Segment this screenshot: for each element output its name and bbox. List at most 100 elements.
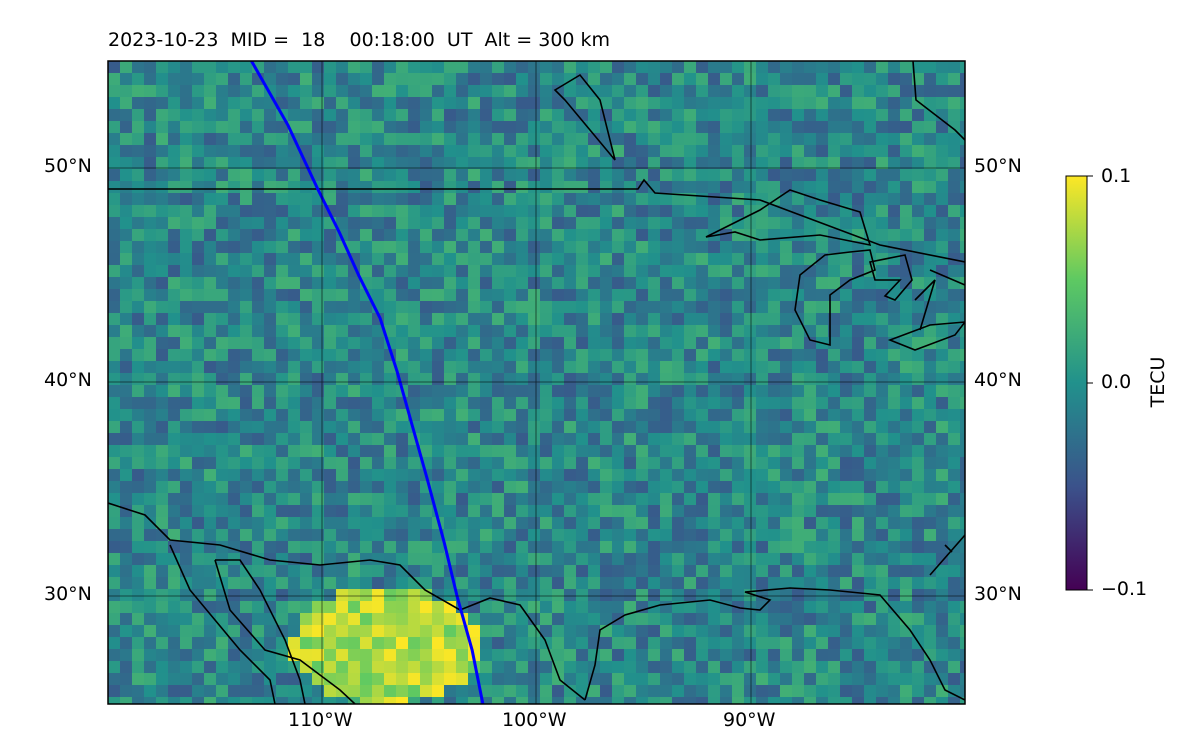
heatmap-cell (744, 553, 756, 565)
heatmap-cell (852, 313, 864, 325)
heatmap-cell (312, 73, 324, 85)
heatmap-cell (672, 469, 684, 481)
heatmap-cell (660, 337, 672, 349)
heatmap-cell (348, 613, 360, 625)
heatmap-cell (516, 109, 528, 121)
heatmap-cell (456, 301, 468, 313)
heatmap-cell (900, 649, 912, 661)
heatmap-cell (492, 529, 504, 541)
heatmap-cell (792, 553, 804, 565)
heatmap-cell (276, 685, 288, 697)
heatmap-cell (684, 385, 696, 397)
heatmap-cell (144, 541, 156, 553)
heatmap-cell (312, 661, 324, 673)
heatmap-cell (204, 517, 216, 529)
heatmap-cell (300, 457, 312, 469)
heatmap-cell (300, 289, 312, 301)
heatmap-cell (168, 277, 180, 289)
heatmap-cell (672, 181, 684, 193)
heatmap-cell (408, 145, 420, 157)
heatmap-cell (756, 61, 768, 73)
heatmap-cell (372, 529, 384, 541)
heatmap-cell (576, 421, 588, 433)
heatmap-cell (612, 145, 624, 157)
heatmap-cell (444, 133, 456, 145)
heatmap-cell (924, 265, 936, 277)
heatmap-cell (372, 589, 384, 601)
heatmap-cell (180, 349, 192, 361)
heatmap-cell (624, 109, 636, 121)
heatmap-cell (540, 373, 552, 385)
heatmap-cell (768, 385, 780, 397)
heatmap-cell (228, 589, 240, 601)
heatmap-cell (480, 145, 492, 157)
heatmap-cell (924, 601, 936, 613)
heatmap-cell (360, 229, 372, 241)
heatmap-cell (660, 541, 672, 553)
heatmap-cell (372, 121, 384, 133)
heatmap-cell (516, 241, 528, 253)
heatmap-cell (216, 421, 228, 433)
heatmap-cell (792, 181, 804, 193)
heatmap-cell (384, 85, 396, 97)
heatmap-cell (876, 421, 888, 433)
heatmap-cell (468, 685, 480, 697)
heatmap-cell (780, 589, 792, 601)
heatmap-cell (324, 109, 336, 121)
heatmap-cell (120, 313, 132, 325)
heatmap-cell (372, 541, 384, 553)
heatmap-cell (720, 625, 732, 637)
heatmap-cell (924, 649, 936, 661)
heatmap-cell (396, 433, 408, 445)
heatmap-cell (444, 433, 456, 445)
heatmap-cell (744, 469, 756, 481)
heatmap-cell (840, 409, 852, 421)
heatmap-cell (144, 493, 156, 505)
heatmap-cell (924, 61, 936, 73)
heatmap-cell (180, 613, 192, 625)
heatmap-cell (792, 541, 804, 553)
heatmap-cell (120, 169, 132, 181)
heatmap-cell (420, 373, 432, 385)
heatmap-cell (168, 253, 180, 265)
heatmap-cell (252, 673, 264, 685)
heatmap-cell (228, 505, 240, 517)
heatmap-cell (936, 577, 948, 589)
heatmap-cell (636, 133, 648, 145)
heatmap-cell (216, 181, 228, 193)
heatmap-cell (900, 145, 912, 157)
heatmap-cell (768, 61, 780, 73)
heatmap-cell (384, 625, 396, 637)
heatmap-cell (360, 217, 372, 229)
heatmap-cell (384, 421, 396, 433)
heatmap-cell (504, 361, 516, 373)
heatmap-cell (168, 337, 180, 349)
heatmap-cell (600, 169, 612, 181)
heatmap-cell (108, 553, 120, 565)
heatmap-cell (216, 661, 228, 673)
heatmap-cell (696, 205, 708, 217)
heatmap-cell (924, 133, 936, 145)
heatmap-cell (432, 409, 444, 421)
heatmap-cell (756, 193, 768, 205)
heatmap-cell (336, 577, 348, 589)
heatmap-cell (780, 385, 792, 397)
heatmap-cell (636, 61, 648, 73)
heatmap-cell (888, 265, 900, 277)
heatmap-cell (852, 433, 864, 445)
heatmap-cell (696, 301, 708, 313)
heatmap-cell (264, 661, 276, 673)
heatmap-cell (684, 73, 696, 85)
heatmap-cell (192, 493, 204, 505)
heatmap-cell (528, 253, 540, 265)
heatmap-cell (420, 253, 432, 265)
heatmap-cell (252, 181, 264, 193)
heatmap-cell (636, 109, 648, 121)
heatmap-cell (444, 97, 456, 109)
heatmap-cell (516, 661, 528, 673)
heatmap-cell (744, 181, 756, 193)
heatmap-cell (192, 565, 204, 577)
heatmap-cell (444, 409, 456, 421)
heatmap-cell (672, 385, 684, 397)
heatmap-cell (204, 421, 216, 433)
